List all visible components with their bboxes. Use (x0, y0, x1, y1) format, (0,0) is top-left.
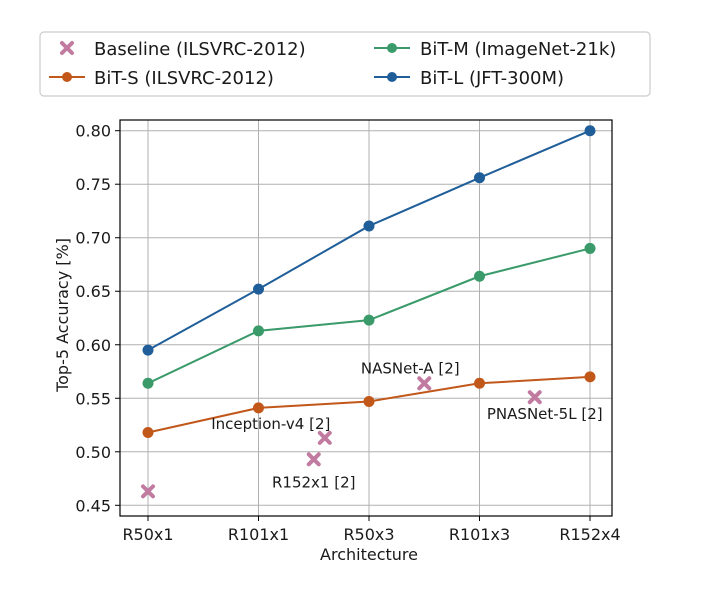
y-tick-label: 0.75 (75, 175, 111, 194)
series-point (253, 325, 264, 337)
legend-item-bit-s: BiT-S (ILSVRC-2012) (49, 68, 274, 89)
plot-frame (119, 119, 613, 517)
y-tick-label: 0.60 (75, 336, 111, 355)
series-point (142, 344, 154, 356)
legend-item-bit-l: BiT-L (JFT-300M) (374, 68, 564, 89)
series-point (474, 377, 485, 389)
series-layer (142, 125, 596, 439)
x-tick-label: R152x4 (559, 525, 620, 544)
baseline-x-icon (141, 484, 155, 499)
baseline-x-icon (527, 390, 542, 405)
legend-label-bit-l: BiT-L (JFT-300M) (420, 68, 564, 89)
series-point (253, 402, 264, 414)
grid (120, 120, 612, 516)
baseline-point (317, 430, 332, 445)
series-point (584, 125, 596, 137)
x-tick-label: R50x3 (343, 525, 394, 544)
series-point (474, 172, 485, 184)
series-point (363, 314, 375, 326)
y-axis-title: Top-5 Accuracy [%] (53, 238, 72, 393)
y-tick-label: 0.50 (75, 443, 111, 462)
legend-marker-bit-m (387, 43, 397, 53)
series-point (584, 242, 596, 254)
baseline-point (527, 390, 542, 405)
series-point (363, 220, 375, 232)
baseline-x-icon (306, 452, 321, 467)
baseline-annotation: Inception-v4 [2] (211, 415, 330, 433)
baseline-point (306, 452, 321, 467)
series-point (142, 427, 154, 439)
x-tick-label: R101x1 (228, 525, 289, 544)
x-tick-label: R101x3 (449, 525, 510, 544)
legend-label-baseline: Baseline (ILSVRC-2012) (94, 39, 306, 60)
y-tick-label: 0.55 (75, 389, 111, 408)
baseline-point (417, 376, 432, 391)
baseline-x-icon (317, 430, 332, 445)
legend-marker-bit-l (387, 72, 397, 82)
baseline-point (141, 484, 155, 499)
x-axis-title: Architecture (320, 545, 418, 564)
y-tick-label: 0.80 (75, 122, 111, 141)
legend-label-bit-s: BiT-S (ILSVRC-2012) (94, 68, 274, 89)
baseline-annotation: NASNet-A [2] (361, 359, 460, 377)
legend-item-bit-m: BiT-M (ImageNet-21k) (374, 39, 616, 60)
y-tick-label: 0.65 (75, 282, 111, 301)
series-point (253, 283, 264, 295)
y-tick-label: 0.45 (75, 496, 111, 515)
legend-frame (39, 31, 651, 97)
legend-marker-baseline (60, 41, 74, 55)
x-tick-label: R50x1 (122, 525, 173, 544)
baseline-annotation: PNASNet-5L [2] (487, 405, 603, 423)
legend-item-baseline: Baseline (ILSVRC-2012) (60, 39, 306, 60)
legend: Baseline (ILSVRC-2012) BiT-S (ILSVRC-201… (39, 31, 651, 97)
axis-ticks: R50x1 R101x1 R50x3 R101x3 R152x4 0.45 0.50 0.55… (75, 122, 620, 544)
legend-label-bit-m: BiT-M (ImageNet-21k) (420, 39, 616, 60)
series-point (142, 377, 154, 389)
series-point (584, 371, 596, 383)
baseline-x-icon (417, 376, 432, 391)
y-tick-label: 0.70 (75, 229, 111, 248)
series-point (363, 395, 375, 407)
series-point (474, 270, 485, 282)
legend-marker-bit-s (62, 72, 72, 82)
baseline-annotation: R152x1 [2] (272, 473, 356, 491)
baseline-layer: R152x1 [2] Inception-v4 [2] NASNet-A [2] PN… (141, 359, 603, 499)
